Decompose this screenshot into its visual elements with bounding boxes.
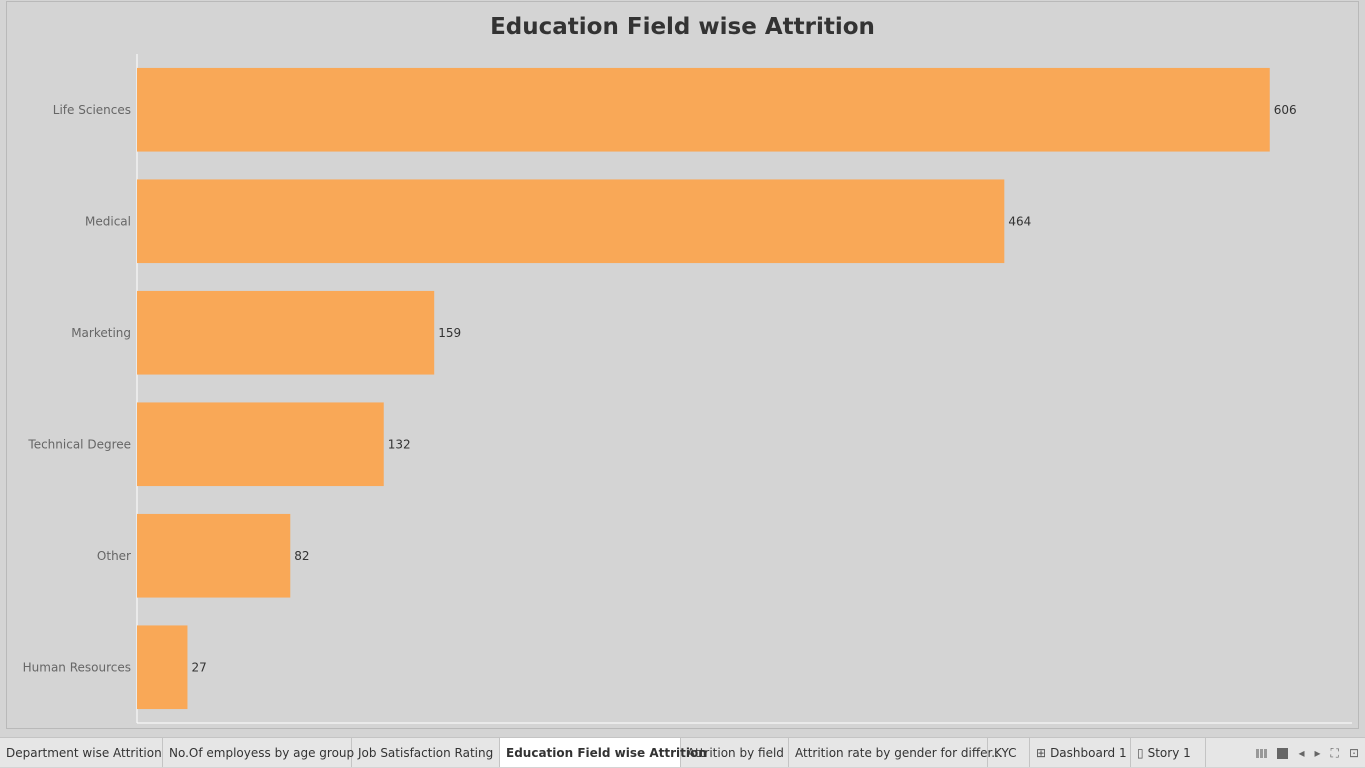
- tab-label: Job Satisfaction Rating: [358, 745, 494, 760]
- value-label: 82: [294, 549, 309, 563]
- bar[interactable]: [137, 625, 188, 710]
- bar[interactable]: [137, 179, 1005, 264]
- tab-attrition-rate-by-gender[interactable]: Attrition rate by gender for differ...: [789, 738, 1003, 767]
- fullscreen-icon[interactable]: ⛶: [1330, 745, 1339, 760]
- sheet-nav-controls: ◂ ▸ ⛶ ⊡: [1256, 738, 1359, 768]
- tab-label: Dashboard 1: [1050, 745, 1127, 760]
- category-label: Technical Degree: [27, 437, 131, 451]
- tab-label: No.Of employess by age group: [169, 745, 355, 760]
- show-filmstrip-icon[interactable]: [1277, 747, 1289, 759]
- bar-chart: Life Sciences 606 Medical 464 Marketing 159 Te…: [23, 54, 1352, 724]
- story-icon: ▯: [1137, 745, 1144, 760]
- value-label: 464: [1008, 214, 1031, 228]
- bar[interactable]: [137, 290, 435, 375]
- next-sheet-icon[interactable]: ▸: [1314, 746, 1321, 760]
- tab-attrition-by-field[interactable]: Attrition by field: [681, 738, 789, 767]
- tab-label: KYC: [994, 745, 1017, 760]
- tab-dashboard-1[interactable]: ⊞ Dashboard 1: [1030, 738, 1131, 767]
- tab-label: Education Field wise Attrition: [506, 745, 707, 760]
- tab-story-1[interactable]: ▯ Story 1: [1131, 738, 1206, 767]
- tab-label: Attrition by field: [687, 745, 784, 760]
- show-sheet-sorter-icon[interactable]: [1256, 748, 1268, 758]
- category-label: Marketing: [71, 326, 131, 340]
- tab-label: Story 1: [1147, 745, 1191, 760]
- sheet-tab-bar: Department wise Attrition No.Of employes…: [0, 737, 1365, 767]
- value-label: 606: [1274, 103, 1297, 117]
- category-label: Other: [97, 549, 131, 563]
- tab-label: Attrition rate by gender for differ...: [795, 745, 1003, 760]
- value-label: 132: [388, 437, 411, 451]
- viz-area: Education Field wise Attrition Life Scie…: [6, 1, 1359, 729]
- dashboard-icon: ⊞: [1036, 745, 1047, 760]
- value-label: 27: [191, 660, 206, 674]
- bar[interactable]: [137, 402, 384, 487]
- tab-employees-by-age-group[interactable]: No.Of employess by age group: [163, 738, 355, 767]
- tab-education-field-wise-attrition[interactable]: Education Field wise Attrition: [500, 738, 707, 767]
- tab-job-satisfaction-rating[interactable]: Job Satisfaction Rating: [352, 738, 500, 767]
- bar[interactable]: [137, 513, 291, 598]
- tab-kyc[interactable]: KYC: [988, 738, 1030, 767]
- prev-sheet-icon[interactable]: ◂: [1298, 746, 1305, 760]
- tab-label: Department wise Attrition: [6, 745, 162, 760]
- presentation-mode-icon[interactable]: ⊡: [1348, 746, 1359, 760]
- tab-department-wise-attrition[interactable]: Department wise Attrition: [0, 738, 163, 767]
- value-label: 159: [438, 326, 461, 340]
- category-label: Medical: [85, 214, 131, 228]
- bar[interactable]: [137, 67, 1270, 152]
- category-label: Life Sciences: [53, 103, 131, 117]
- chart-title: Education Field wise Attrition: [490, 14, 875, 40]
- category-label: Human Resources: [23, 660, 131, 674]
